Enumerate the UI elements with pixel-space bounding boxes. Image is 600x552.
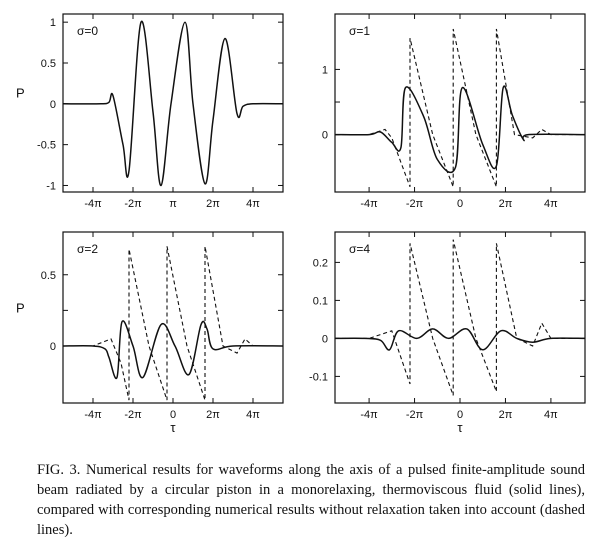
x-tick-label: 4π <box>544 409 558 421</box>
y-tick-label: 1 <box>50 17 56 29</box>
x-tick-label: 2π <box>206 198 220 210</box>
y-tick-label: -1 <box>46 180 56 192</box>
solid-waveform-curve <box>63 20 283 187</box>
x-axis-label: τ <box>457 420 463 435</box>
x-tick-label: -2π <box>124 198 142 210</box>
y-axis-label: P <box>16 86 25 101</box>
y-axis-label: P <box>16 300 25 315</box>
chart-panel-3: -4π -2π 0 2π 4π 0 0.5 Pτ σ=2 <box>16 231 284 435</box>
dashed-reference-curve <box>335 239 585 396</box>
y-tick-label: 0.5 <box>41 270 56 282</box>
y-tick-label: -0.5 <box>37 140 56 152</box>
solid-waveform-curve <box>335 85 585 173</box>
x-tick-label: -2π <box>406 409 424 421</box>
chart-panel-4: -4π -2π 0 2π 4π -0.1 0 0.1 0.2 τ σ=4 <box>309 231 586 435</box>
x-tick-label: -4π <box>360 198 378 210</box>
panel-label: σ=2 <box>77 242 98 256</box>
x-tick-label: π <box>169 198 177 210</box>
solid-waveform-curve <box>63 320 283 380</box>
y-tick-label: 0.1 <box>313 295 328 307</box>
y-tick-label: 0 <box>50 99 56 111</box>
y-tick-label: -0.1 <box>309 371 328 383</box>
y-tick-label: 0.5 <box>41 58 56 70</box>
x-tick-label: -2π <box>406 198 424 210</box>
panel-label: σ=4 <box>349 242 370 256</box>
x-tick-label: 4π <box>246 409 260 421</box>
plot-frame <box>62 13 284 193</box>
solid-waveform-curve <box>335 328 585 351</box>
y-tick-label: 0 <box>50 341 56 353</box>
x-axis-label: τ <box>170 420 176 435</box>
x-tick-label: -4π <box>84 198 102 210</box>
plot-frame <box>62 231 284 404</box>
panel-label: σ=1 <box>349 24 370 38</box>
x-tick-label: 2π <box>206 409 220 421</box>
x-tick-label: 4π <box>544 198 558 210</box>
x-tick-label: -2π <box>124 409 142 421</box>
panel-label: σ=0 <box>77 24 98 38</box>
x-tick-label: 0 <box>457 198 463 210</box>
chart-panel-2: -4π -2π 0 2π 4π 0 1 σ=1 <box>322 13 586 210</box>
y-tick-label: 0 <box>322 130 328 142</box>
dashed-reference-curve <box>335 28 585 188</box>
chart-panel-1: -4π -2π π 2π 4π -1 -0.5 0 0.5 1 Pσ=0 <box>16 13 284 210</box>
y-tick-label: 1 <box>322 64 328 76</box>
x-tick-label: -4π <box>360 409 378 421</box>
y-tick-label: 0.2 <box>313 257 328 269</box>
x-tick-label: 0 <box>170 409 176 421</box>
x-tick-label: -4π <box>84 409 102 421</box>
x-tick-label: 2π <box>499 409 513 421</box>
plot-frame <box>334 231 586 404</box>
figure-caption: FIG. 3. Numerical results for waveforms … <box>37 462 585 538</box>
x-tick-label: 0 <box>457 409 463 421</box>
x-tick-label: 4π <box>246 198 260 210</box>
dashed-reference-curve <box>63 246 283 401</box>
x-tick-label: 2π <box>499 198 513 210</box>
y-tick-label: 0 <box>322 333 328 345</box>
